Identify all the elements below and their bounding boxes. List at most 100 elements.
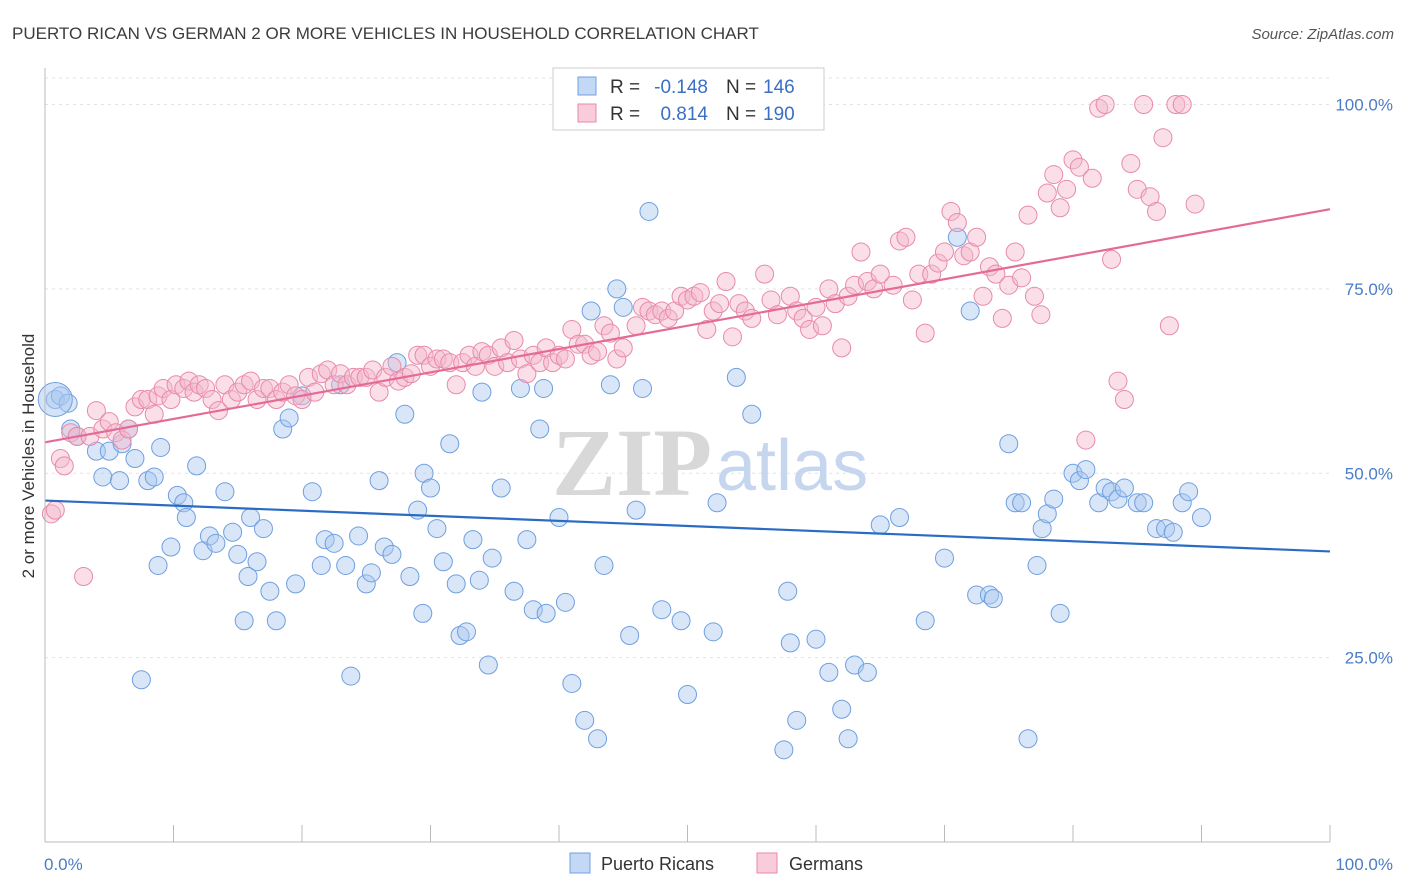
puerto-rican-point-132: [1102, 482, 1122, 502]
puerto-rican-point-119: [1005, 493, 1025, 513]
bottom-legend-swatch-germans: [756, 852, 778, 874]
puerto-rican-point-23: [199, 526, 219, 546]
puerto-rican-point-84: [594, 555, 614, 575]
puerto-rican-point-141: [1179, 482, 1199, 502]
german-point-171: [1153, 128, 1173, 148]
german-point-74: [504, 331, 524, 350]
german-point-166: [1121, 154, 1141, 173]
german-point-97: [658, 308, 678, 328]
puerto-rican-point-131: [1095, 478, 1115, 498]
trend-line-puerto-ricans: [44, 499, 1331, 553]
puerto-rican-point-16: [151, 437, 171, 457]
german-point-31: [228, 382, 248, 402]
german-point-131: [896, 227, 916, 247]
puerto-rican-point-120: [1012, 493, 1032, 513]
puerto-rican-point-79: [555, 592, 575, 612]
german-point-63: [433, 349, 453, 369]
german-point-162: [1095, 95, 1115, 114]
german-point-150: [1018, 205, 1038, 225]
german-point-175: [1185, 194, 1205, 214]
puerto-rican-point-102: [787, 710, 807, 730]
german-point-139: [947, 213, 967, 232]
puerto-rican-point-59: [427, 519, 447, 539]
puerto-rican-point-83: [588, 729, 608, 749]
german-point-132: [902, 290, 922, 310]
german-point-142: [967, 227, 987, 247]
puerto-rican-point-103: [806, 629, 826, 649]
puerto-rican-point-73: [517, 530, 537, 550]
german-point-44: [311, 364, 331, 384]
y-axis-label: 2 or more Vehicles in Household: [19, 334, 38, 579]
german-point-103: [697, 319, 717, 339]
x-tick-labels: 0.0% 100.0%: [44, 855, 1393, 874]
bottom-legend-label-germans: Germans: [789, 854, 863, 874]
puerto-rican-point-24: [206, 533, 226, 553]
german-point-20: [161, 390, 181, 409]
german-point-90: [607, 349, 627, 369]
puerto-rican-point-95: [703, 622, 723, 642]
puerto-rican-point-9: [110, 471, 130, 491]
legend-r-label-2: R =: [610, 104, 640, 125]
puerto-rican-point-66: [469, 570, 489, 590]
puerto-rican-point-140: [1172, 493, 1192, 513]
legend-r-label-1: R =: [610, 77, 640, 98]
puerto-rican-point-122: [1027, 555, 1047, 575]
german-point-89: [600, 323, 620, 343]
puerto-rican-point-60: [433, 552, 453, 572]
puerto-rican-point-58: [421, 478, 440, 498]
puerto-rican-point-20: [176, 508, 196, 527]
german-point-82: [555, 349, 575, 369]
puerto-rican-point-99: [774, 740, 794, 760]
puerto-rican-point-17: [161, 537, 181, 557]
puerto-rican-point-125: [1044, 489, 1064, 509]
puerto-rican-point-94: [678, 685, 697, 704]
german-point-129: [883, 275, 903, 295]
puerto-rican-point-121: [1018, 729, 1038, 749]
legend-n-label-1: N =: [726, 77, 756, 98]
german-point-3: [54, 456, 74, 476]
german-point-111: [755, 264, 775, 284]
german-point-154: [1044, 165, 1064, 185]
puerto-rican-point-48: [361, 563, 381, 583]
german-point-23: [179, 371, 199, 391]
german-point-59: [408, 345, 428, 365]
german-point-105: [710, 294, 730, 314]
legend-r-value-2: 0.814: [660, 104, 708, 125]
german-point-69: [472, 342, 492, 362]
german-point-12: [112, 430, 132, 450]
puerto-rican-point-12: [131, 670, 151, 690]
axes: [44, 68, 1331, 843]
german-point-153: [1037, 183, 1057, 203]
puerto-rican-point-87: [613, 297, 633, 317]
german-point-174: [1172, 95, 1192, 114]
puerto-rican-point-68: [472, 382, 492, 402]
chart-title: PUERTO RICAN VS GERMAN 2 OR MORE VEHICLE…: [12, 24, 759, 43]
puerto-rican-point-100: [778, 581, 798, 601]
puerto-rican-point-75: [530, 419, 550, 439]
puerto-rican-point-56: [413, 603, 433, 623]
watermark-atlas: atlas: [716, 426, 868, 506]
german-point-116: [793, 308, 813, 328]
german-point-159: [1076, 430, 1096, 450]
puerto-rican-point-18: [167, 485, 187, 505]
puerto-rican-point-61: [440, 434, 460, 454]
puerto-rican-point-78: [549, 508, 569, 527]
legend-box: R = -0.148 N = 146 R = 0.814 N = 190: [552, 67, 825, 131]
german-point-148: [1005, 242, 1025, 262]
german-point-38: [273, 382, 293, 402]
german-point-25: [189, 375, 209, 395]
german-point-35: [253, 378, 273, 398]
puerto-rican-point-106: [838, 729, 858, 749]
puerto-rican-point-25: [215, 482, 235, 502]
puerto-rican-point-80: [562, 673, 582, 693]
german-point-143: [973, 286, 993, 306]
german-point-140: [954, 246, 974, 266]
german-point-27: [202, 390, 222, 409]
puerto-rican-point-85: [600, 375, 620, 395]
puerto-rican-point-116: [979, 585, 999, 605]
puerto-rican-point-34: [266, 611, 286, 631]
puerto-rican-point-108: [857, 662, 877, 682]
puerto-rican-point-113: [947, 227, 967, 247]
german-point-65: [446, 375, 466, 395]
puerto-rican-point-74: [523, 600, 543, 620]
